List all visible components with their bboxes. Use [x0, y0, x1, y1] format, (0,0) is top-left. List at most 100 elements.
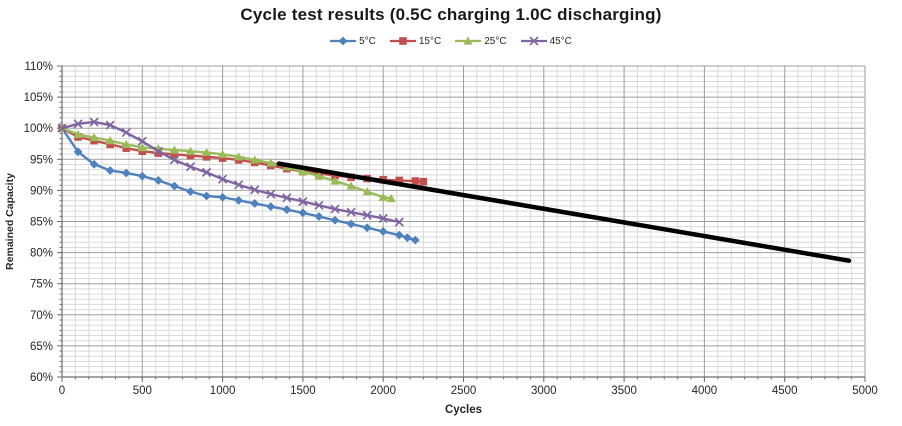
- legend-item-25c: 25°C: [455, 35, 507, 47]
- triangle-marker: [169, 145, 180, 154]
- x-tick-label: 500: [133, 385, 152, 397]
- x-tick-label: 0: [59, 385, 65, 397]
- triangle-marker: [346, 181, 356, 190]
- y-tick-label: 75%: [30, 279, 53, 291]
- triangle-marker: [386, 193, 396, 203]
- triangle-marker: [463, 36, 473, 45]
- x-marker: [89, 117, 99, 127]
- x-marker: [185, 162, 196, 172]
- x-tick-label: 2500: [451, 385, 477, 397]
- diamond-marker: [394, 230, 404, 240]
- diamond-marker: [153, 176, 163, 185]
- legend-item-15c: 15°C: [389, 35, 441, 47]
- x-marker: [153, 146, 163, 156]
- triangle-marker: [378, 192, 388, 201]
- x-marker: [105, 120, 115, 130]
- diamond-marker: [410, 235, 420, 245]
- trend-line: [276, 161, 852, 263]
- y-tick-label: 85%: [30, 217, 53, 229]
- square-marker: [106, 140, 114, 149]
- y-tick-label: 105%: [24, 92, 53, 104]
- triangle-marker: [362, 187, 372, 196]
- diamond-marker: [250, 199, 260, 208]
- x-marker: [282, 193, 292, 203]
- triangle-marker: [314, 171, 324, 180]
- x-tick-label: 3500: [611, 385, 637, 397]
- x-tick-label: 3000: [531, 385, 557, 397]
- diamond-marker: [330, 215, 340, 225]
- diamond-marker: [298, 208, 308, 218]
- x-axis-title: Cycles: [445, 404, 482, 416]
- triangle-marker: [185, 146, 196, 155]
- series-line-25c: [60, 126, 393, 200]
- square-marker: [154, 149, 163, 157]
- square-marker: [411, 177, 420, 185]
- x-marker: [394, 217, 404, 227]
- x-tick-label: 4500: [772, 385, 798, 397]
- diamond-marker: [73, 147, 83, 157]
- diamond-marker: [378, 227, 388, 236]
- diamond-marker: [362, 223, 372, 233]
- series-line-15c: [60, 126, 425, 183]
- y-tick-label: 80%: [30, 248, 53, 260]
- triangle-marker: [105, 136, 115, 145]
- diamond-marker: [402, 233, 412, 243]
- diamond-marker: [346, 219, 356, 229]
- triangle-marker: [73, 129, 83, 139]
- y-tick-label: 100%: [24, 123, 53, 135]
- triangle-marker: [330, 176, 340, 185]
- diamond-marker: [105, 166, 115, 175]
- diamond-marker: [234, 195, 244, 205]
- triangle-marker: [201, 147, 212, 157]
- x-marker: [250, 185, 260, 195]
- x-marker: [362, 210, 372, 220]
- diamond-legend-marker-icon: [330, 36, 357, 46]
- legend-item-label: 5°C: [359, 35, 376, 47]
- square-marker: [138, 147, 147, 156]
- square-marker: [202, 153, 211, 161]
- series-line-45c: [60, 120, 401, 224]
- x-marker: [57, 123, 67, 133]
- x-tick-label: 2000: [370, 385, 396, 397]
- square-marker: [399, 37, 407, 45]
- triangle-marker: [266, 158, 276, 167]
- x-marker: [378, 213, 388, 223]
- x-marker: [298, 196, 308, 207]
- diamond-marker: [218, 192, 227, 202]
- square-marker: [218, 154, 227, 162]
- x-marker: [217, 174, 228, 184]
- square-marker: [395, 176, 404, 185]
- diamond-marker: [266, 202, 276, 211]
- square-marker: [419, 177, 428, 186]
- x-tick-label: 1000: [210, 385, 236, 397]
- square-marker: [186, 151, 195, 160]
- triangle-marker: [250, 155, 260, 164]
- square-marker: [122, 144, 131, 152]
- legend-item-label: 45°C: [549, 35, 572, 47]
- triangle-marker: [89, 132, 99, 142]
- x-marker: [528, 36, 539, 46]
- y-tick-label: 65%: [30, 341, 53, 353]
- x-tick-label: 4000: [692, 385, 718, 397]
- y-tick-label: 70%: [30, 310, 53, 322]
- y-tick-label: 110%: [24, 61, 53, 73]
- x-marker: [234, 180, 244, 190]
- legend-item-label: 25°C: [484, 35, 507, 47]
- y-tick-label: 60%: [30, 372, 53, 384]
- x-legend-marker-icon: [520, 36, 547, 46]
- chart-legend: 5°C 15°C 25°C 45°C: [0, 33, 902, 49]
- diamond-marker: [186, 187, 195, 197]
- diamond-marker: [282, 205, 292, 215]
- y-tick-label: 95%: [30, 154, 53, 166]
- diamond-marker: [314, 212, 324, 221]
- x-tick-label: 1500: [290, 385, 316, 397]
- diamond-marker: [170, 181, 179, 191]
- square-legend-marker-icon: [389, 37, 416, 45]
- x-marker: [330, 204, 340, 214]
- square-marker: [170, 150, 179, 159]
- diamond-marker: [121, 168, 131, 178]
- triangle-marker: [121, 139, 131, 148]
- triangle-marker: [298, 167, 308, 176]
